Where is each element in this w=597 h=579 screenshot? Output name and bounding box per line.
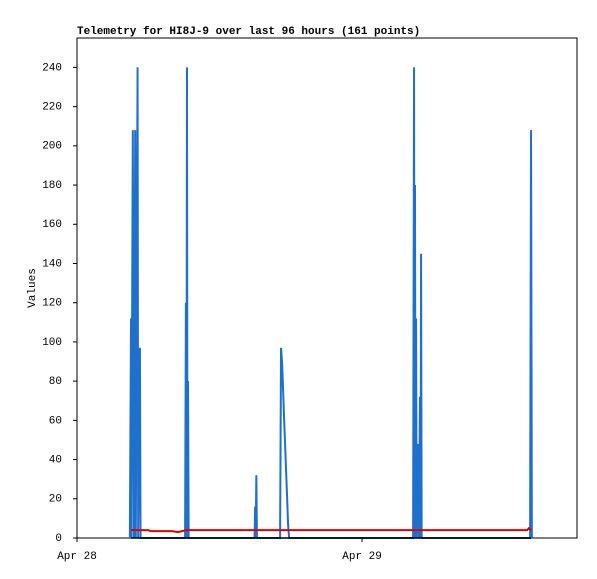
y-tick-label: 120 — [42, 298, 62, 310]
y-tick-label: 60 — [49, 415, 62, 427]
y-tick-label: 100 — [42, 337, 62, 349]
y-tick-label: 180 — [42, 180, 62, 192]
y-tick-label: 160 — [42, 219, 62, 231]
plot-frame — [76, 37, 578, 539]
y-tick-label: 220 — [42, 102, 62, 114]
x-tick-label: Apr 29 — [342, 551, 382, 563]
chart-title: Telemetry for HI8J-9 over last 96 hours … — [77, 26, 420, 38]
y-axis-label: Values — [27, 268, 39, 308]
y-tick-label: 200 — [42, 141, 62, 153]
y-tick-label: 80 — [49, 376, 62, 388]
x-tick-label: Apr 28 — [57, 551, 97, 563]
y-tick-label: 240 — [42, 62, 62, 74]
series-line — [131, 526, 532, 534]
y-tick-label: 40 — [49, 454, 62, 466]
y-tick-label: 140 — [42, 258, 62, 270]
y-tick-label: 20 — [49, 494, 62, 506]
series-line — [128, 67, 533, 539]
y-tick-label: 0 — [55, 533, 62, 545]
